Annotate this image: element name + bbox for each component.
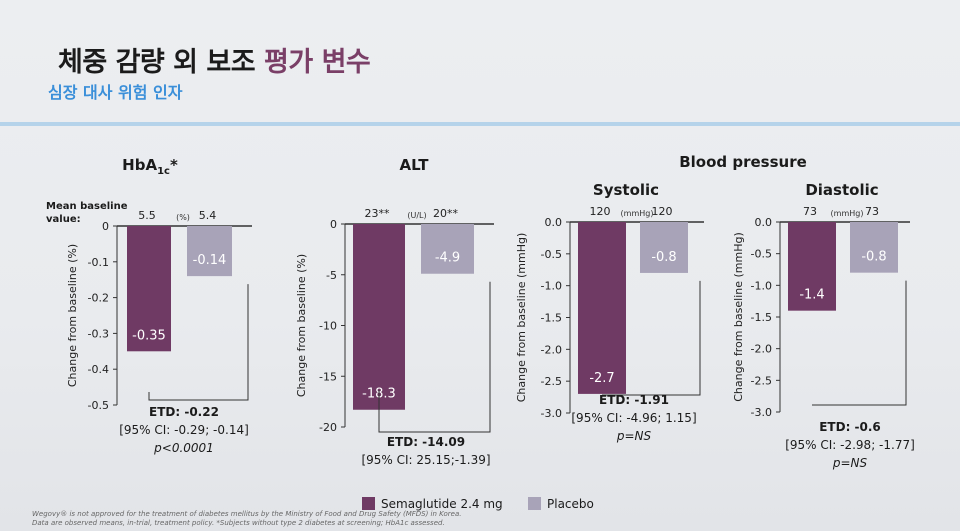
chart4-bar-placebo [850, 222, 898, 273]
chart3-etd: ETD: -1.91 [599, 393, 669, 407]
legend-swatch-placebo [528, 497, 541, 510]
chart2-label-placebo: -4.9 [435, 251, 460, 266]
chart3-ytick-label: -0.5 [541, 248, 562, 261]
chart2-bar-placebo [421, 224, 474, 274]
chart3-ytick-label: -1.5 [541, 312, 562, 325]
chart1-baseline-placebo: 5.4 [199, 209, 217, 222]
chart2-etd-bracket [378, 281, 491, 433]
chart3-ytick-label: -2.0 [541, 343, 562, 356]
chart2-etd-ci: [95% CI: 25.15;-1.39] [361, 453, 490, 467]
chart2-baseline-placebo: 20** [433, 207, 458, 220]
header-divider [0, 122, 960, 126]
chart2-ytick-label: 0 [330, 218, 337, 231]
chart1-label-placebo: -0.14 [193, 253, 227, 268]
chart4-ylabel: Change from baseline (mmHg) [732, 232, 745, 402]
mean-baseline-label-line2: value: [46, 214, 81, 225]
chart1-label-semaglutide: -0.35 [132, 328, 166, 343]
chart4-ytick-label: 0.0 [755, 216, 773, 229]
chart4-baseline-placebo: 73 [865, 205, 879, 218]
chart3-bar-placebo [640, 222, 688, 273]
chart4-etd: ETD: -0.6 [819, 420, 881, 434]
chart4-ytick-label: -1.0 [751, 279, 772, 292]
legend-swatch-semaglutide [362, 497, 375, 510]
chart3-unit: (mmHg) [621, 209, 654, 218]
chart1-etd-ci: [95% CI: -0.29; -0.14] [119, 423, 249, 437]
chart2-unit: (U/L) [407, 211, 426, 220]
chart4-baseline-semaglutide: 73 [803, 205, 817, 218]
mean-baseline-label-line1: Mean baseline [46, 201, 128, 212]
chart3-baseline-semaglutide: 120 [590, 205, 611, 218]
chart3-ylabel: Change from baseline (mmHg) [515, 233, 528, 403]
chart4-etd-p: p=NS [832, 456, 868, 470]
chart1-baseline-semaglutide: 5.5 [138, 209, 156, 222]
chart3-etd-p: p=NS [616, 429, 652, 443]
blood-pressure-title: Blood pressure [679, 153, 807, 171]
chart1-ytick-label: -0.3 [88, 327, 109, 340]
chart4-etd-ci: [95% CI: -2.98; -1.77] [785, 438, 915, 452]
chart3-label-placebo: -0.8 [651, 250, 676, 265]
title-highlight: 평가 변수 [264, 47, 371, 78]
chart2-ytick-label: -15 [319, 370, 337, 383]
chart4-ytick-label: -0.5 [751, 248, 772, 261]
chart3-baseline-placebo: 120 [652, 205, 673, 218]
footnote-2: Data are observed means, in-trial, treat… [32, 519, 445, 527]
chart1-title: HbA1c* [122, 156, 178, 177]
chart2-title: ALT [400, 156, 430, 174]
chart4-label-placebo: -0.8 [861, 250, 886, 265]
chart1-ytick-label: 0 [102, 220, 109, 233]
chart3-etd-ci: [95% CI: -4.96; 1.15] [571, 411, 696, 425]
legend-label-semaglutide: Semaglutide 2.4 mg [381, 497, 503, 511]
chart2-baseline-semaglutide: 23** [365, 207, 390, 220]
chart3-ytick-label: -2.5 [541, 375, 562, 388]
chart1-etd-p: p<0.0001 [153, 441, 214, 455]
chart4-label-semaglutide: -1.4 [799, 288, 824, 303]
chart1-ytick-label: -0.4 [88, 363, 109, 376]
chart4-ytick-label: -2.5 [751, 374, 772, 387]
title-main: 체중 감량 외 보조 [58, 47, 256, 78]
chart2-bar-semaglutide [353, 224, 405, 410]
chart2-ytick-label: -20 [319, 421, 337, 434]
chart3-ytick-label: 0.0 [545, 216, 563, 229]
chart2-ytick-label: -10 [319, 320, 337, 333]
chart1-ytick-label: -0.2 [88, 292, 109, 305]
chart1-bar-semaglutide [127, 226, 171, 352]
chart1-etd-bracket [148, 284, 249, 401]
chart4-ytick-label: -2.0 [751, 343, 772, 356]
chart3-title: Systolic [593, 181, 659, 199]
chart1-ytick-label: -0.1 [88, 256, 109, 269]
chart4-unit: (mmHg) [831, 209, 864, 218]
chart1-ytick-label: -0.5 [88, 399, 109, 412]
chart4-bar-semaglutide [788, 222, 836, 311]
chart2-ytick-label: -5 [326, 269, 337, 282]
chart4-title: Diastolic [805, 181, 878, 199]
chart1-etd: ETD: -0.22 [149, 405, 219, 419]
chart2-etd: ETD: -14.09 [387, 435, 465, 449]
chart4-ytick-label: -1.5 [751, 311, 772, 324]
chart3-ytick-label: -1.0 [541, 280, 562, 293]
footnote-1: Wegovy® is not approved for the treatmen… [32, 510, 462, 518]
page-subtitle: 심장 대사 위험 인자 [48, 83, 183, 102]
chart1-ylabel: Change from baseline (%) [66, 244, 79, 387]
legend-label-placebo: Placebo [547, 497, 594, 511]
chart3-etd-bracket [602, 280, 701, 396]
chart1-unit: (%) [176, 213, 190, 222]
chart3-ytick-label: -3.0 [541, 407, 562, 420]
chart3-bar-semaglutide [578, 222, 626, 394]
chart2-ylabel: Change from baseline (%) [295, 254, 308, 397]
chart4-ytick-label: -3.0 [751, 406, 772, 419]
page-title: 체중 감량 외 보조 평가 변수 [58, 40, 371, 79]
chart1-bar-placebo [187, 226, 232, 277]
chart3-label-semaglutide: -2.7 [589, 371, 614, 386]
chart4-etd-bracket [812, 280, 907, 406]
